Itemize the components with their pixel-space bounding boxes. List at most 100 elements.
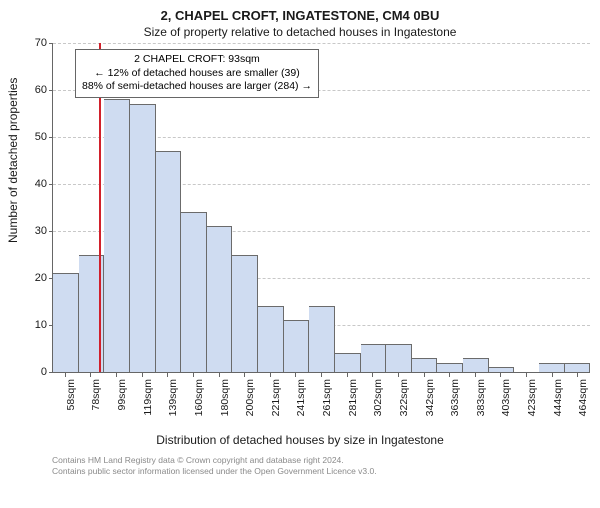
- footer-attribution: Contains HM Land Registry data © Crown c…: [52, 455, 588, 476]
- x-tick-label: 342sqm: [424, 379, 436, 416]
- y-tick-label: 50: [35, 131, 47, 143]
- x-tick-mark: [193, 373, 194, 377]
- histogram-bar: [412, 358, 438, 372]
- y-tick-mark: [49, 372, 53, 373]
- plot-area: 2 CHAPEL CROFT: 93sqm ← 12% of detached …: [52, 43, 590, 373]
- x-tick-mark: [475, 373, 476, 377]
- x-tick-mark: [449, 373, 450, 377]
- x-tick-mark: [244, 373, 245, 377]
- y-axis-label: Number of detached properties: [6, 78, 20, 243]
- y-tick-mark: [49, 278, 53, 279]
- footer-line-1: Contains HM Land Registry data © Crown c…: [52, 455, 588, 466]
- x-tick-label: 302sqm: [372, 379, 384, 416]
- y-tick-label: 70: [35, 37, 47, 49]
- histogram-bar: [232, 255, 258, 373]
- histogram-bar: [104, 99, 130, 372]
- x-tick-label: 241sqm: [295, 379, 307, 416]
- page-title: 2, CHAPEL CROFT, INGATESTONE, CM4 0BU: [0, 8, 600, 23]
- x-tick: 281sqm: [334, 373, 360, 433]
- x-tick-label: 423sqm: [526, 379, 538, 416]
- y-tick-label: 20: [35, 272, 47, 284]
- x-tick: 322sqm: [385, 373, 411, 433]
- histogram-bar: [489, 367, 515, 372]
- x-tick-label: 221sqm: [270, 379, 282, 416]
- histogram-bar: [181, 212, 207, 372]
- x-tick: 302sqm: [360, 373, 386, 433]
- y-tick-label: 10: [35, 319, 47, 331]
- x-tick: 139sqm: [155, 373, 181, 433]
- histogram-bar: [130, 104, 156, 372]
- x-tick: 221sqm: [257, 373, 283, 433]
- x-tick-label: 322sqm: [398, 379, 410, 416]
- x-tick: 383sqm: [462, 373, 488, 433]
- y-tick-mark: [49, 231, 53, 232]
- x-tick: 464sqm: [565, 373, 591, 433]
- x-axis-label: Distribution of detached houses by size …: [0, 433, 600, 447]
- x-tick: 58sqm: [52, 373, 78, 433]
- annotation-line-3: 88% of semi-detached houses are larger (…: [82, 80, 312, 94]
- x-tick-mark: [90, 373, 91, 377]
- x-tick-mark: [577, 373, 578, 377]
- y-tick-label: 60: [35, 84, 47, 96]
- x-tick: 200sqm: [231, 373, 257, 433]
- page-subtitle: Size of property relative to detached ho…: [0, 25, 600, 39]
- x-tick-mark: [142, 373, 143, 377]
- footer-line-2: Contains public sector information licen…: [52, 466, 588, 477]
- x-tick-mark: [167, 373, 168, 377]
- x-tick-label: 464sqm: [577, 379, 589, 416]
- histogram-bar: [284, 320, 310, 372]
- x-tick: 78sqm: [78, 373, 104, 433]
- x-tick: 119sqm: [129, 373, 155, 433]
- x-tick-label: 383sqm: [475, 379, 487, 416]
- marker-annotation: 2 CHAPEL CROFT: 93sqm ← 12% of detached …: [75, 49, 319, 98]
- x-tick-mark: [500, 373, 501, 377]
- x-tick-label: 200sqm: [244, 379, 256, 416]
- x-tick: 99sqm: [103, 373, 129, 433]
- x-tick-label: 99sqm: [116, 379, 128, 411]
- x-tick: 342sqm: [411, 373, 437, 433]
- x-tick-label: 78sqm: [90, 379, 102, 411]
- x-tick-mark: [116, 373, 117, 377]
- x-tick-label: 444sqm: [552, 379, 564, 416]
- histogram-bar: [207, 226, 233, 372]
- y-tick-label: 40: [35, 178, 47, 190]
- histogram-bar: [565, 363, 591, 372]
- x-tick: 423sqm: [513, 373, 539, 433]
- x-tick-label: 160sqm: [193, 379, 205, 416]
- x-tick: 444sqm: [539, 373, 565, 433]
- x-tick: 261sqm: [308, 373, 334, 433]
- x-tick: 180sqm: [206, 373, 232, 433]
- x-tick-mark: [372, 373, 373, 377]
- x-tick-label: 261sqm: [321, 379, 333, 416]
- y-tick-mark: [49, 184, 53, 185]
- x-tick-mark: [526, 373, 527, 377]
- x-tick-mark: [347, 373, 348, 377]
- x-tick-row: 58sqm 78sqm 99sqm 119sqm 139sqm 160sqm 180sqm 2…: [52, 373, 590, 433]
- histogram-bar: [437, 363, 463, 372]
- x-tick-label: 139sqm: [167, 379, 179, 416]
- y-tick-label: 0: [41, 366, 47, 378]
- x-tick: 363sqm: [436, 373, 462, 433]
- x-tick-label: 363sqm: [449, 379, 461, 416]
- histogram-chart: Number of detached properties 2 CHAPEL C…: [0, 43, 600, 447]
- y-tick-mark: [49, 325, 53, 326]
- x-tick-label: 281sqm: [347, 379, 359, 416]
- x-tick-mark: [398, 373, 399, 377]
- x-tick-mark: [219, 373, 220, 377]
- x-tick-mark: [65, 373, 66, 377]
- x-tick-label: 119sqm: [142, 379, 154, 416]
- x-tick-label: 180sqm: [219, 379, 231, 416]
- y-tick-mark: [49, 43, 53, 44]
- x-tick: 241sqm: [283, 373, 309, 433]
- x-tick: 160sqm: [180, 373, 206, 433]
- histogram-bar: [53, 273, 79, 372]
- histogram-bar: [335, 353, 361, 372]
- annotation-line-2: ← 12% of detached houses are smaller (39…: [82, 67, 312, 81]
- histogram-bar: [309, 306, 335, 372]
- histogram-bar: [156, 151, 182, 372]
- x-tick: 403sqm: [488, 373, 514, 433]
- x-tick-mark: [552, 373, 553, 377]
- x-tick-label: 58sqm: [65, 379, 77, 411]
- y-tick-label: 30: [35, 225, 47, 237]
- x-tick-mark: [424, 373, 425, 377]
